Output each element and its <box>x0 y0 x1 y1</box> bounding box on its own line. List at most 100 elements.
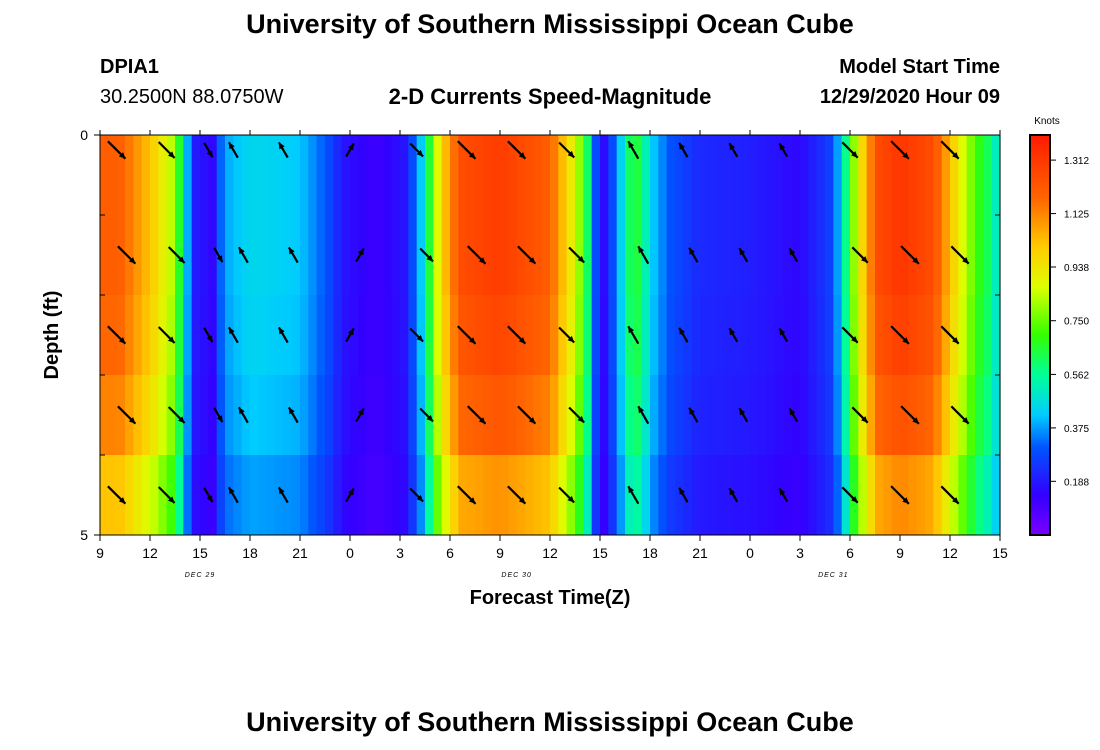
heatmap-cell <box>950 455 959 536</box>
heatmap-cell <box>966 375 976 456</box>
heatmap-cell <box>250 135 259 216</box>
heatmap-cell <box>550 215 559 296</box>
heatmap-cell <box>716 455 726 536</box>
x-tick-label: 12 <box>942 545 958 561</box>
heatmap-cell <box>466 375 476 456</box>
heatmap-cell <box>200 455 209 536</box>
heatmap-cell <box>658 455 668 536</box>
heatmap-cell <box>941 135 951 216</box>
current-arrow <box>728 142 739 158</box>
heatmap-cell <box>166 375 176 456</box>
chart-subtitle: 2-D Currents Speed-Magnitude <box>388 84 712 109</box>
heatmap-cell <box>691 215 701 296</box>
heatmap-cell <box>916 455 926 536</box>
heatmap-cell <box>975 455 984 536</box>
heatmap-cell <box>425 215 434 296</box>
heatmap-cell <box>766 455 776 536</box>
heatmap-cell <box>516 215 526 296</box>
heatmap-cell <box>475 295 484 376</box>
heatmap-cell <box>775 455 784 536</box>
heatmap-cell <box>391 375 401 456</box>
heatmap-cell <box>475 455 484 536</box>
heatmap-cell <box>358 135 368 216</box>
current-arrow <box>287 406 299 424</box>
heatmap-cell <box>250 375 259 456</box>
heatmap-cell <box>616 375 626 456</box>
heatmap-cell <box>100 135 109 216</box>
heatmap-cell <box>383 375 393 456</box>
heatmap-cell <box>516 375 526 456</box>
heatmap-cell <box>766 295 776 376</box>
heatmap-cell <box>491 295 501 376</box>
heatmap-cell <box>775 375 784 456</box>
heatmap-cell <box>841 295 851 376</box>
x-tick-label: 18 <box>242 545 258 561</box>
current-arrows <box>107 140 970 505</box>
heatmap-cell <box>258 215 268 296</box>
heatmap-cell <box>708 135 718 216</box>
heatmap-cell <box>625 135 634 216</box>
heatmap-cell <box>558 455 568 536</box>
heatmap-cell <box>616 215 626 296</box>
heatmap-cell <box>208 295 218 376</box>
heatmap-cell <box>400 375 409 456</box>
heatmap-cell <box>500 375 509 456</box>
heatmap-cell <box>750 455 759 536</box>
current-arrow <box>890 140 910 160</box>
heatmap-cell <box>425 375 434 456</box>
heatmap-cell <box>816 375 826 456</box>
heatmap-cell <box>233 295 243 376</box>
heatmap-cell <box>291 375 301 456</box>
current-arrow <box>345 142 355 158</box>
heatmap-cell <box>566 455 576 536</box>
heatmap-cell <box>433 215 443 296</box>
current-arrow <box>841 141 859 159</box>
heatmap-cell <box>933 295 943 376</box>
heatmap-cell <box>175 295 184 376</box>
heatmap-cell <box>425 295 434 376</box>
heatmap-cell <box>316 215 326 296</box>
heatmap-cell <box>225 135 234 216</box>
heatmap-cell <box>508 135 518 216</box>
current-arrow <box>738 407 749 423</box>
current-arrow <box>117 245 137 265</box>
heatmap-cell <box>825 455 834 536</box>
heatmap-cell <box>466 215 476 296</box>
current-arrow <box>517 245 537 265</box>
heatmap-cell <box>491 135 501 216</box>
heatmap-cell <box>175 135 184 216</box>
model-start-value: 12/29/2020 Hour 09 <box>819 86 1000 108</box>
heatmap-cell <box>608 135 618 216</box>
current-arrow <box>678 327 689 343</box>
heatmap-cell <box>808 215 818 296</box>
heatmap-cell <box>125 375 134 456</box>
heatmap-cell <box>733 135 743 216</box>
heatmap-cell <box>491 375 501 456</box>
heatmap-cell <box>483 135 493 216</box>
heatmap-cell <box>100 295 109 376</box>
heatmap-cell <box>575 375 584 456</box>
current-arrow <box>157 326 176 344</box>
heatmap-cell <box>716 215 726 296</box>
heatmap-cell <box>558 215 568 296</box>
heatmap-cell <box>700 455 709 536</box>
heatmap-cell <box>858 135 868 216</box>
heatmap-cell <box>775 135 784 216</box>
heatmap-cell <box>150 135 159 216</box>
current-arrow <box>457 325 477 345</box>
heatmap-cell <box>433 135 443 216</box>
current-arrow <box>851 246 869 264</box>
heatmap-cell <box>800 215 809 296</box>
heatmap-cell <box>100 455 109 536</box>
heatmap-cell <box>533 295 543 376</box>
current-arrow <box>227 141 239 159</box>
heatmap-cell <box>333 135 343 216</box>
heatmap-cell <box>725 375 734 456</box>
heatmap-cell <box>758 375 768 456</box>
heatmap-cell <box>375 215 384 296</box>
heatmap-cell <box>475 375 484 456</box>
heatmap-cell <box>308 215 318 296</box>
heatmap-cell <box>158 375 168 456</box>
heatmap-cell <box>975 135 984 216</box>
heatmap-cell <box>850 215 859 296</box>
